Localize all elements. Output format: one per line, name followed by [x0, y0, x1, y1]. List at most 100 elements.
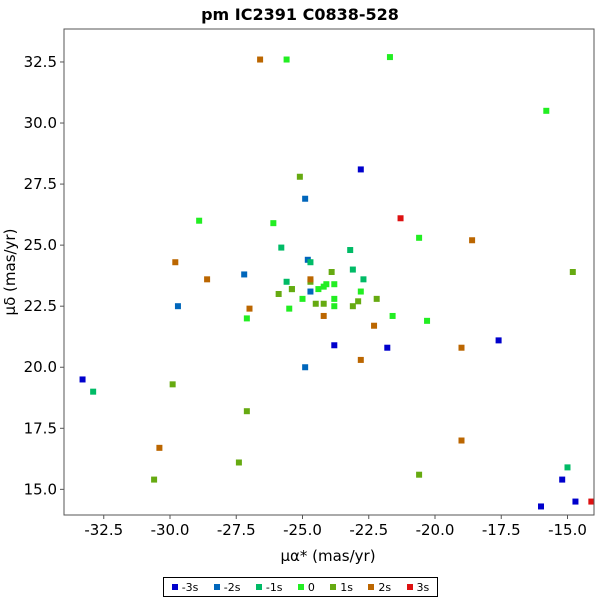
y-tick-label: 32.5 — [24, 53, 57, 71]
data-point — [588, 498, 594, 505]
data-point — [424, 317, 431, 324]
legend-item: -2s — [213, 580, 241, 594]
data-point — [275, 290, 282, 297]
data-point — [397, 215, 404, 222]
x-tick-label: -15.0 — [548, 521, 587, 539]
y-tick-label: 15.0 — [24, 480, 57, 498]
legend-label: -1s — [265, 580, 283, 594]
data-point — [307, 259, 314, 266]
data-point — [331, 342, 338, 349]
x-tick-label: -27.5 — [217, 521, 256, 539]
data-point — [174, 303, 181, 310]
data-point — [156, 444, 163, 451]
data-point — [79, 376, 86, 383]
y-tick-label: 20.0 — [24, 358, 57, 376]
y-tick-label: 30.0 — [24, 114, 57, 132]
data-point — [307, 288, 314, 295]
data-point — [299, 295, 306, 302]
data-point — [302, 195, 309, 202]
legend: -3s -2s -1s 0 1s 2s 3s — [163, 577, 438, 597]
data-point — [196, 217, 203, 224]
y-tick-label: 27.5 — [24, 175, 57, 193]
legend-label: 2s — [378, 580, 392, 594]
data-point — [564, 464, 571, 471]
legend-swatch — [297, 584, 304, 590]
data-point — [331, 295, 338, 302]
x-axis-label: μα* (mas/yr) — [280, 547, 375, 565]
data-point — [320, 283, 327, 290]
data-point — [569, 269, 576, 275]
data-point — [320, 312, 327, 319]
data-point — [538, 503, 544, 510]
data-point — [416, 471, 423, 478]
data-point — [416, 234, 423, 241]
data-point — [349, 303, 356, 310]
data-point — [458, 344, 465, 351]
data-point — [90, 388, 97, 395]
data-point — [559, 476, 566, 483]
y-tick-label: 25.0 — [24, 236, 57, 254]
legend-item: 3s — [406, 580, 430, 594]
data-point — [320, 300, 327, 307]
data-point — [235, 459, 242, 466]
x-axis-ticks: -32.5 -30.0 -27.5 -25.0 -22.5 -20.0 -17.5 -15.0 — [84, 515, 587, 539]
data-point — [270, 220, 277, 227]
data-point — [357, 166, 364, 173]
data-point — [288, 286, 295, 293]
data-point — [349, 266, 356, 273]
chart-title: pm IC2391 C0838-528 — [201, 5, 399, 24]
y-axis-ticks: 15.0 17.5 20.0 22.5 25.0 27.5 30.0 32.5 — [24, 53, 64, 498]
data-point — [302, 364, 309, 371]
data-point — [172, 259, 179, 266]
legend-label: 3s — [416, 580, 430, 594]
legend-swatch — [255, 584, 262, 590]
data-point — [315, 286, 322, 293]
legend-label: 1s — [340, 580, 354, 594]
data-point — [469, 237, 476, 244]
data-point — [169, 381, 176, 388]
data-point — [384, 344, 391, 351]
legend-item: -1s — [255, 580, 283, 594]
data-point — [355, 298, 362, 305]
y-axis-label: μδ (mas/yr) — [1, 229, 19, 316]
legend-label: 0 — [307, 580, 315, 594]
data-point — [357, 288, 364, 295]
data-point — [307, 276, 314, 283]
x-tick-label: -25.0 — [283, 521, 322, 539]
y-tick-label: 17.5 — [24, 419, 57, 437]
legend-item: 2s — [368, 581, 391, 594]
data-point — [389, 312, 396, 319]
data-point — [286, 305, 293, 312]
data-point — [283, 56, 290, 63]
data-point — [328, 269, 335, 275]
data-point — [373, 295, 380, 302]
legend-swatch — [213, 584, 220, 590]
data-points — [79, 54, 594, 510]
legend-swatch — [330, 584, 337, 590]
data-point — [151, 476, 158, 483]
data-point — [283, 278, 290, 285]
legend-item: 1s — [330, 581, 353, 594]
x-tick-label: -32.5 — [84, 521, 123, 539]
x-tick-label: -30.0 — [151, 521, 190, 539]
data-point — [331, 281, 338, 288]
legend-label: -3s — [181, 580, 199, 594]
legend-item: -3s — [171, 580, 199, 594]
x-tick-label: -17.5 — [482, 521, 521, 539]
data-point — [572, 498, 579, 505]
data-point — [357, 356, 364, 363]
data-point — [241, 271, 248, 278]
data-point — [278, 244, 285, 251]
legend-swatch — [406, 584, 413, 590]
legend-item: 0 — [297, 580, 315, 594]
legend-label: -2s — [223, 580, 241, 594]
data-point — [243, 315, 250, 322]
data-point — [204, 276, 211, 283]
data-point — [347, 247, 354, 254]
data-point — [257, 56, 264, 63]
data-point — [458, 437, 465, 444]
data-point — [331, 303, 338, 310]
y-tick-label: 22.5 — [24, 297, 57, 315]
data-point — [246, 305, 253, 312]
